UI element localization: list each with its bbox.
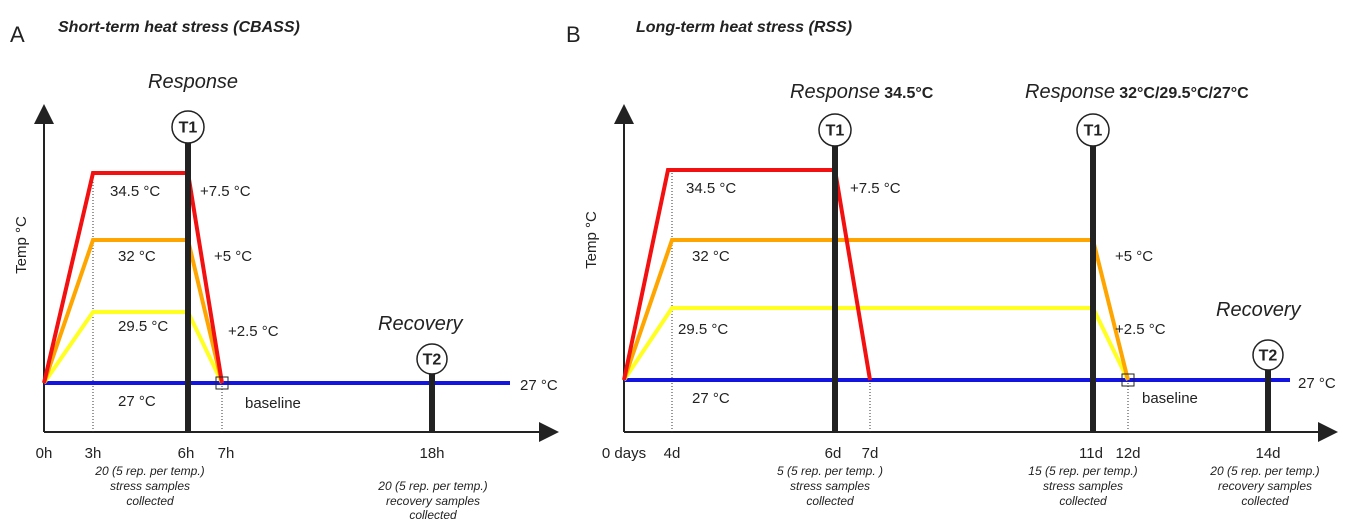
temp-label: 29.5 °C [678,321,728,338]
panel-letter: B [566,22,581,47]
note: stress samples [110,479,190,493]
temp-label: 27 °C [692,390,730,407]
temp-label: 32 °C [692,248,730,265]
note: stress samples [790,479,870,493]
timepoint-label: T1 [1084,123,1103,140]
temp-label: 34.5 °C [110,183,160,200]
increment-label: +5 °C [214,248,252,265]
phase: Response [790,81,880,103]
x-label: 12d [1115,445,1140,462]
response-label: Response 32°C/29.5°C/27°C [1025,81,1249,103]
x-label: 11d [1079,445,1103,462]
timepoint-circle [171,110,205,144]
temp-label: 27 °C [118,393,156,410]
x-label: 14d [1255,445,1280,462]
y-axis-label: Temp °C [13,216,30,274]
panel-title: Short-term heat stress (CBASS) [58,19,300,36]
x-label: 7d [862,445,879,462]
note: 15 (5 rep. per temp.) [1028,464,1137,478]
note: recovery samples [386,494,480,508]
phase-temps: 32°C/29.5°C/27°C [1119,85,1249,102]
temp-label: 29.5 °C [118,318,168,335]
note: 5 (5 rep. per temp. ) [777,464,883,478]
x-label: 7h [218,445,235,462]
baseline-label: baseline [245,395,301,412]
response-label: Response [148,71,238,93]
timepoint-circle [1252,339,1284,371]
increment-label: +7.5 °C [850,180,901,197]
square-marker [215,376,229,390]
timepoint-circle [1076,113,1110,147]
x-label: 4d [664,445,681,462]
panel-title: Long-term heat stress (RSS) [636,19,852,36]
phase: Response [1025,81,1115,103]
timepoint-circle [416,343,448,375]
panel-letter: A [10,22,25,47]
note: 20 (5 rep. per temp.) [1209,464,1319,478]
square-marker [1121,373,1135,387]
note: recovery samples [1218,479,1312,493]
panel-b: B Long-term heat stress (RSS) Temp °C T1… [566,19,1338,508]
red-profile [622,168,872,381]
timepoint-label: T2 [423,352,442,369]
x-label: 3h [85,445,102,462]
note: 20 (5 rep. per temp.) [377,479,487,493]
timepoint-label: T2 [1259,348,1278,365]
temp-label: 32 °C [118,248,156,265]
phase-temps: 34.5°C [884,85,934,102]
timepoint-circle [818,113,852,147]
timepoint-label: T1 [826,123,845,140]
baseline-temp: 27 °C [1298,375,1336,392]
increment-label: +2.5 °C [228,323,279,340]
y-axis-label: Temp °C [583,211,600,269]
orange-profile [42,238,224,384]
x-label: 0h [36,445,53,462]
note: collected [806,494,854,508]
note: collected [1059,494,1107,508]
orange-profile [622,238,1130,381]
red-profile [42,171,224,384]
note: 20 (5 rep. per temp.) [94,464,204,478]
x-label: 6h [178,445,195,462]
recovery-label: Recovery [378,313,463,335]
note: collected [1241,494,1289,508]
timepoint-label: T1 [179,120,198,137]
x-label: 18h [419,445,444,462]
yellow-profile [42,310,224,385]
baseline-temp: 27 °C [520,377,558,394]
increment-label: +2.5 °C [1115,321,1166,338]
x-label: 6d [825,445,842,462]
recovery-label: Recovery [1216,299,1301,321]
yellow-profile [622,306,1130,382]
panel-a: A Short-term heat stress (CBASS) Temp °C… [10,19,559,521]
x-label: 0 days [602,445,646,462]
increment-label: +7.5 °C [200,183,251,200]
response-label: Response 34.5°C [790,81,934,103]
note: collected [409,508,457,521]
baseline-label: baseline [1142,390,1198,407]
temp-label: 34.5 °C [686,180,736,197]
note: stress samples [1043,479,1123,493]
increment-label: +5 °C [1115,248,1153,265]
note: collected [126,494,174,508]
